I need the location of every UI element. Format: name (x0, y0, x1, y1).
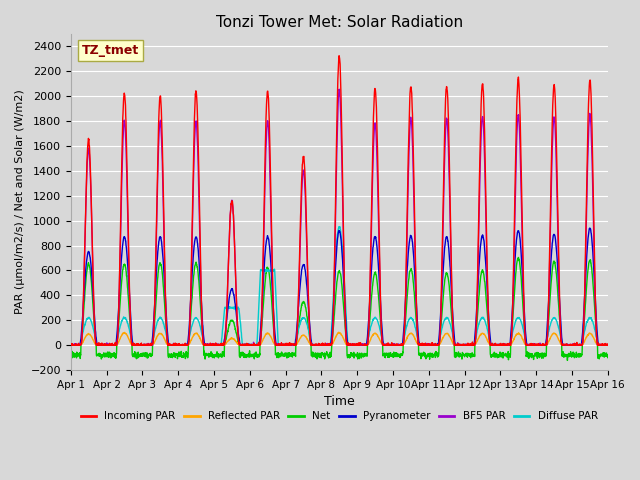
Y-axis label: PAR (μmol/m2/s) / Net and Solar (W/m2): PAR (μmol/m2/s) / Net and Solar (W/m2) (15, 90, 25, 314)
X-axis label: Time: Time (324, 396, 355, 408)
Legend: Incoming PAR, Reflected PAR, Net, Pyranometer, BF5 PAR, Diffuse PAR: Incoming PAR, Reflected PAR, Net, Pyrano… (76, 407, 602, 425)
Text: TZ_tmet: TZ_tmet (81, 44, 139, 57)
Title: Tonzi Tower Met: Solar Radiation: Tonzi Tower Met: Solar Radiation (216, 15, 463, 30)
